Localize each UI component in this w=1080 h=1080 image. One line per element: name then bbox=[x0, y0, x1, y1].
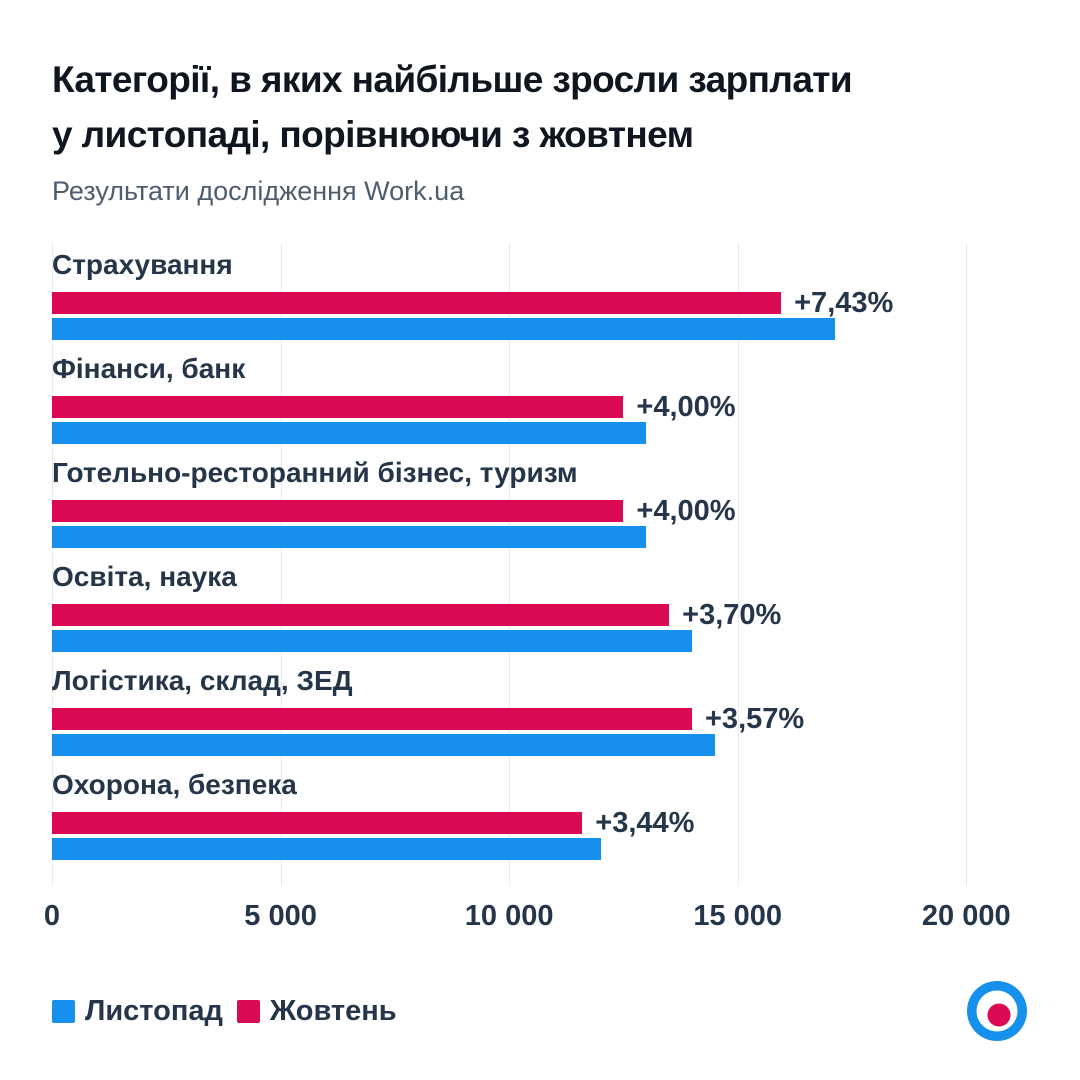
november-bar bbox=[52, 318, 836, 340]
category-label: Освіта, наука bbox=[52, 561, 237, 592]
gridline bbox=[966, 243, 968, 886]
october-bar bbox=[52, 292, 782, 314]
bar-group: Фінанси, банк +4,00% bbox=[52, 354, 1012, 444]
gridline bbox=[280, 243, 282, 886]
gridline bbox=[509, 243, 511, 886]
legend-label: Листопад bbox=[85, 994, 223, 1027]
work-ua-logo bbox=[967, 981, 1027, 1041]
november-bar-row bbox=[52, 630, 1012, 652]
november-bar bbox=[52, 526, 647, 548]
page-title: Категорії, в яких найбільше зросли зарпл… bbox=[52, 52, 1028, 162]
october-bar bbox=[52, 396, 624, 418]
category-label: Фінанси, банк bbox=[52, 353, 246, 384]
legend-item-november: Листопад bbox=[52, 995, 223, 1028]
delta-label: +3,44% bbox=[595, 807, 695, 839]
october-bar bbox=[52, 604, 670, 626]
october-swatch-icon bbox=[236, 999, 260, 1023]
october-bar-row: +4,00% bbox=[52, 391, 1012, 423]
bar-group: Страхування +7,43% bbox=[52, 250, 1012, 340]
x-axis: 0 5 000 10 000 15 000 20 000 bbox=[44, 900, 1012, 936]
november-bar bbox=[52, 838, 601, 860]
legend-label: Жовтень bbox=[269, 994, 397, 1027]
gridline bbox=[737, 243, 739, 886]
x-axis-tick-label: 0 bbox=[43, 900, 61, 932]
page-title-line-2: у листопаді, порівнюючи з жовтнем bbox=[52, 114, 694, 155]
october-bar-row: +3,57% bbox=[52, 703, 1012, 735]
delta-label: +7,43% bbox=[794, 287, 894, 319]
x-axis-tick-label: 5 000 bbox=[244, 900, 317, 932]
october-bar bbox=[52, 708, 692, 730]
delta-label: +3,57% bbox=[705, 703, 805, 735]
november-bar-row bbox=[52, 734, 1012, 756]
november-bar-row bbox=[52, 526, 1012, 548]
category-label: Готельно-ресторанний бізнес, туризм bbox=[52, 457, 578, 488]
legend: Листопад Жовтень bbox=[52, 995, 397, 1028]
x-axis-tick-label: 15 000 bbox=[693, 900, 783, 932]
november-bar bbox=[52, 734, 715, 756]
bar-group: Освіта, наука +3,70% bbox=[52, 562, 1012, 652]
october-bar bbox=[52, 812, 583, 834]
october-bar-row: +7,43% bbox=[52, 287, 1012, 319]
category-label: Логістика, склад, ЗЕД bbox=[52, 665, 353, 696]
november-bar bbox=[52, 630, 692, 652]
delta-label: +3,70% bbox=[682, 599, 782, 631]
plot-area: Страхування +7,43% Фінанси, банк +4,00% … bbox=[52, 243, 1012, 886]
legend-item-october: Жовтень bbox=[236, 994, 397, 1028]
page-subtitle: Результати дослідження Work.ua bbox=[52, 176, 465, 206]
october-bar-row: +3,44% bbox=[52, 807, 1012, 839]
october-bar-row: +3,70% bbox=[52, 599, 1012, 631]
october-bar-row: +4,00% bbox=[52, 495, 1012, 527]
november-bar-row bbox=[52, 318, 1012, 340]
category-label: Охорона, безпека bbox=[52, 769, 297, 800]
delta-label: +4,00% bbox=[636, 495, 736, 527]
chart-footer: Листопад Жовтень bbox=[52, 980, 1028, 1042]
category-label: Страхування bbox=[52, 249, 233, 280]
november-bar bbox=[52, 422, 647, 444]
bar-group: Готельно-ресторанний бізнес, туризм +4,0… bbox=[52, 458, 1012, 548]
november-swatch-icon bbox=[52, 999, 75, 1023]
x-axis-tick-label: 10 000 bbox=[464, 900, 554, 932]
x-axis-tick-label: 20 000 bbox=[921, 900, 1011, 932]
november-bar-row bbox=[52, 838, 1012, 860]
november-bar-row bbox=[52, 422, 1012, 444]
page-title-line-1: Категорії, в яких найбільше зросли зарпл… bbox=[52, 59, 853, 100]
gridline bbox=[52, 243, 53, 886]
bar-group: Охорона, безпека +3,44% bbox=[52, 770, 1012, 860]
delta-label: +4,00% bbox=[636, 391, 736, 423]
bar-group: Логістика, склад, ЗЕД +3,57% bbox=[52, 666, 1012, 756]
october-bar bbox=[52, 500, 624, 522]
